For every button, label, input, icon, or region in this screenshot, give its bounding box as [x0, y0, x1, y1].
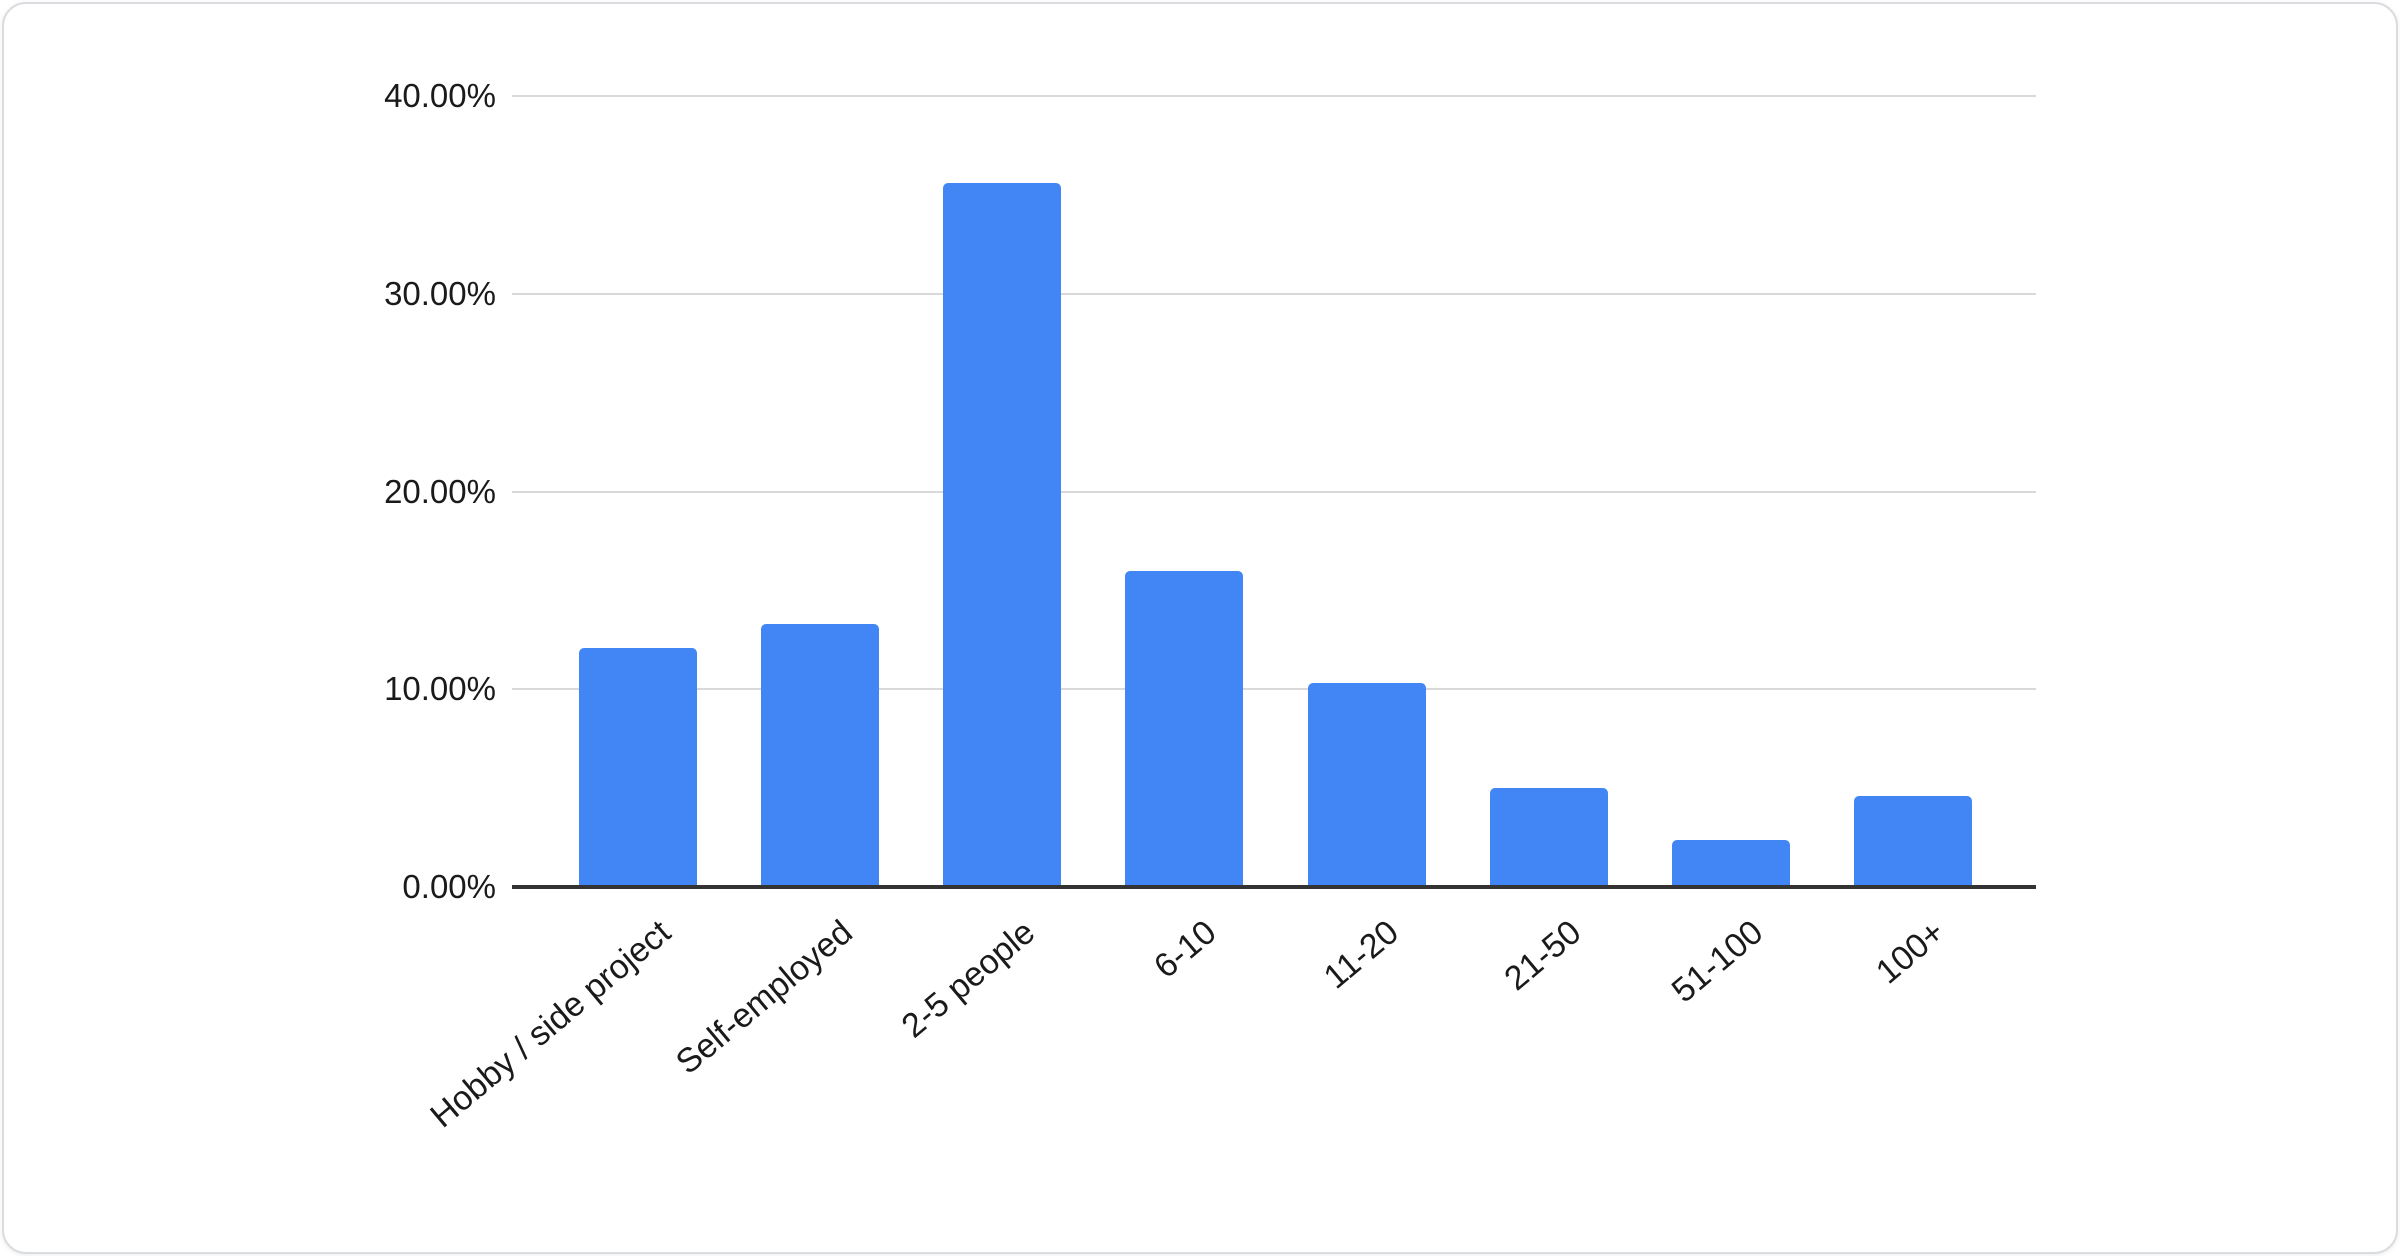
category-slot: 11-20 [1276, 96, 1458, 996]
bar-21-50 [1489, 788, 1608, 887]
y-axis-tick-label: 0.00% [402, 868, 496, 905]
x-axis-tick-label: 2-5 people [894, 913, 1042, 1046]
x-axis-tick-label: 21-50 [1497, 913, 1589, 999]
bar-6-10 [1125, 571, 1244, 887]
category-slot: Self-employed [669, 96, 911, 1082]
bar-51-100 [1671, 840, 1790, 887]
category-slot: 6-10 [1093, 96, 1275, 986]
x-axis-tick-label: Self-employed [668, 913, 860, 1082]
x-axis-tick-label: 6-10 [1147, 913, 1224, 986]
x-axis-tick-label: 11-20 [1316, 913, 1406, 997]
gridline-20pct [512, 491, 2036, 493]
category-slot: 21-50 [1458, 96, 1640, 998]
bar-chart: 0.00% 10.00% 20.00% 30.00% 40.00% Hobby / si… [4, 4, 2396, 1252]
bar-self-employed [761, 624, 880, 887]
gridline-30pct [512, 293, 2036, 295]
category-slot: 100+ [1822, 96, 2004, 991]
y-axis-tick-label: 30.00% [384, 275, 496, 312]
bar-2-5-people [943, 183, 1062, 887]
category-slot: Hobby / side project [423, 96, 729, 1135]
x-axis-line [512, 885, 2036, 889]
category-slot: 2-5 people [894, 96, 1093, 1045]
bars-area: Hobby / side project Self-employed 2-5 peo… [423, 96, 2004, 1135]
bar-11-20 [1307, 683, 1426, 887]
bar-100 [1853, 796, 1972, 887]
y-axis-tick-label: 40.00% [384, 77, 496, 114]
category-slot: 51-100 [1640, 96, 1822, 1010]
x-axis-tick-label: Hobby / side project [422, 913, 678, 1136]
gridline-40pct [512, 95, 2036, 97]
gridline-10pct [512, 688, 2036, 690]
y-axis-tick-label: 20.00% [384, 473, 496, 510]
y-axis-tick-label: 10.00% [384, 670, 496, 707]
x-axis-tick-label: 51-100 [1664, 913, 1771, 1011]
x-axis-tick-label: 100+ [1869, 913, 1953, 992]
bar-hobby-side-project [579, 648, 698, 887]
